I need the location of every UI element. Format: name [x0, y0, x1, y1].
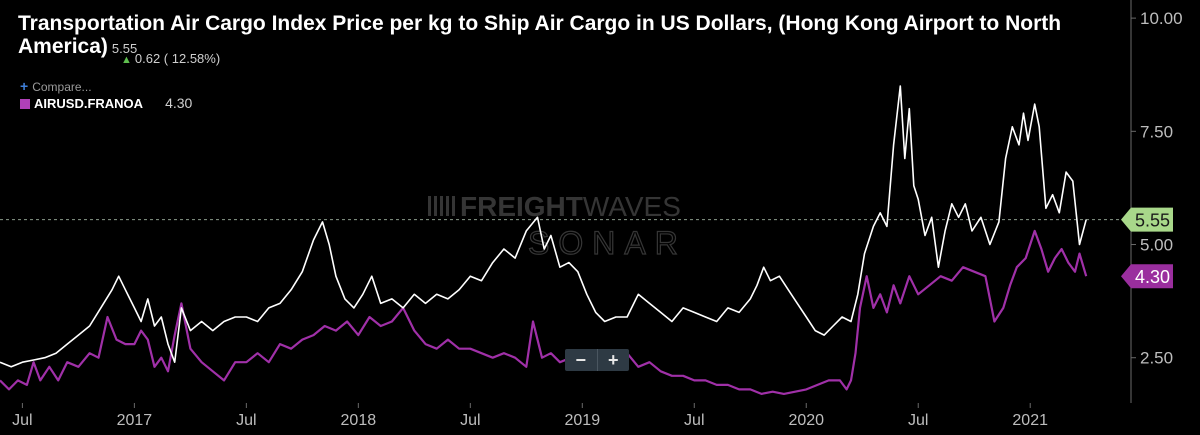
y-tick-label: 5.00: [1140, 236, 1173, 255]
legend-series[interactable]: AIRUSD.FRANOA 4.30: [20, 95, 192, 111]
y-tick-label: 10.00: [1140, 9, 1183, 28]
x-tick-label: Jul: [460, 412, 480, 429]
x-tick-label: 2017: [117, 412, 153, 429]
x-tick-label: Jul: [236, 412, 256, 429]
y-tick-label: 2.50: [1140, 349, 1173, 368]
title-text: Transportation Air Cargo Index Price per…: [18, 12, 1062, 58]
compare-button[interactable]: + Compare...: [20, 78, 92, 94]
legend-series-value: 4.30: [165, 95, 193, 111]
secondary-value-badge: 4.30: [1121, 264, 1173, 289]
current-value: 5.55: [111, 41, 138, 56]
page-title: Transportation Air Cargo Index Price per…: [18, 12, 1128, 60]
x-tick-label: 2019: [565, 412, 601, 429]
watermark-brand-light: WAVES: [583, 191, 681, 222]
compare-label: Compare...: [32, 80, 92, 94]
x-tick-label: 2018: [341, 412, 377, 429]
last-value-badges: 5.55 4.30: [1121, 207, 1173, 289]
zoom-divider: [596, 349, 598, 371]
x-tick-label: 2020: [788, 412, 824, 429]
zoom-controls: − +: [565, 349, 629, 371]
series-layer: [0, 85, 1088, 395]
x-tick-label: Jul: [684, 412, 704, 429]
x-tick-label: 2021: [1012, 412, 1048, 429]
y-axis: 2.50 5.00 7.50 10.00: [1131, 9, 1183, 368]
change-indicator: ▲ 0.62 ( 12.58%): [121, 51, 220, 66]
x-tick-label: Jul: [12, 412, 32, 429]
secondary-series-line: [0, 229, 1088, 395]
zoom-out-button[interactable]: −: [575, 350, 586, 370]
watermark-logo-icon: [428, 196, 455, 216]
x-tick-label: Jul: [908, 412, 928, 429]
svg-text:FREIGHTWAVES: FREIGHTWAVES: [460, 191, 681, 222]
badge-value: 5.55: [1135, 211, 1170, 231]
x-axis: Jul 2017 Jul 2018 Jul 2019 Jul 2020 Jul 2021: [12, 403, 1048, 429]
zoom-in-button[interactable]: +: [607, 350, 619, 370]
watermark: FREIGHTWAVES SONAR: [428, 191, 687, 262]
primary-value-badge: 5.55: [1121, 207, 1173, 232]
legend-series-name: AIRUSD.FRANOA: [34, 96, 144, 111]
watermark-brand-bold: FREIGHT: [460, 191, 583, 222]
series-swatch-icon: [20, 99, 30, 109]
badge-value: 4.30: [1135, 267, 1170, 287]
watermark-product: SONAR: [528, 225, 687, 261]
y-tick-label: 7.50: [1140, 122, 1173, 141]
primary-series-line: [0, 85, 1087, 368]
up-arrow-icon: ▲: [121, 54, 132, 66]
change-value: 0.62 ( 12.58%): [134, 51, 221, 66]
plus-icon: +: [20, 78, 29, 94]
